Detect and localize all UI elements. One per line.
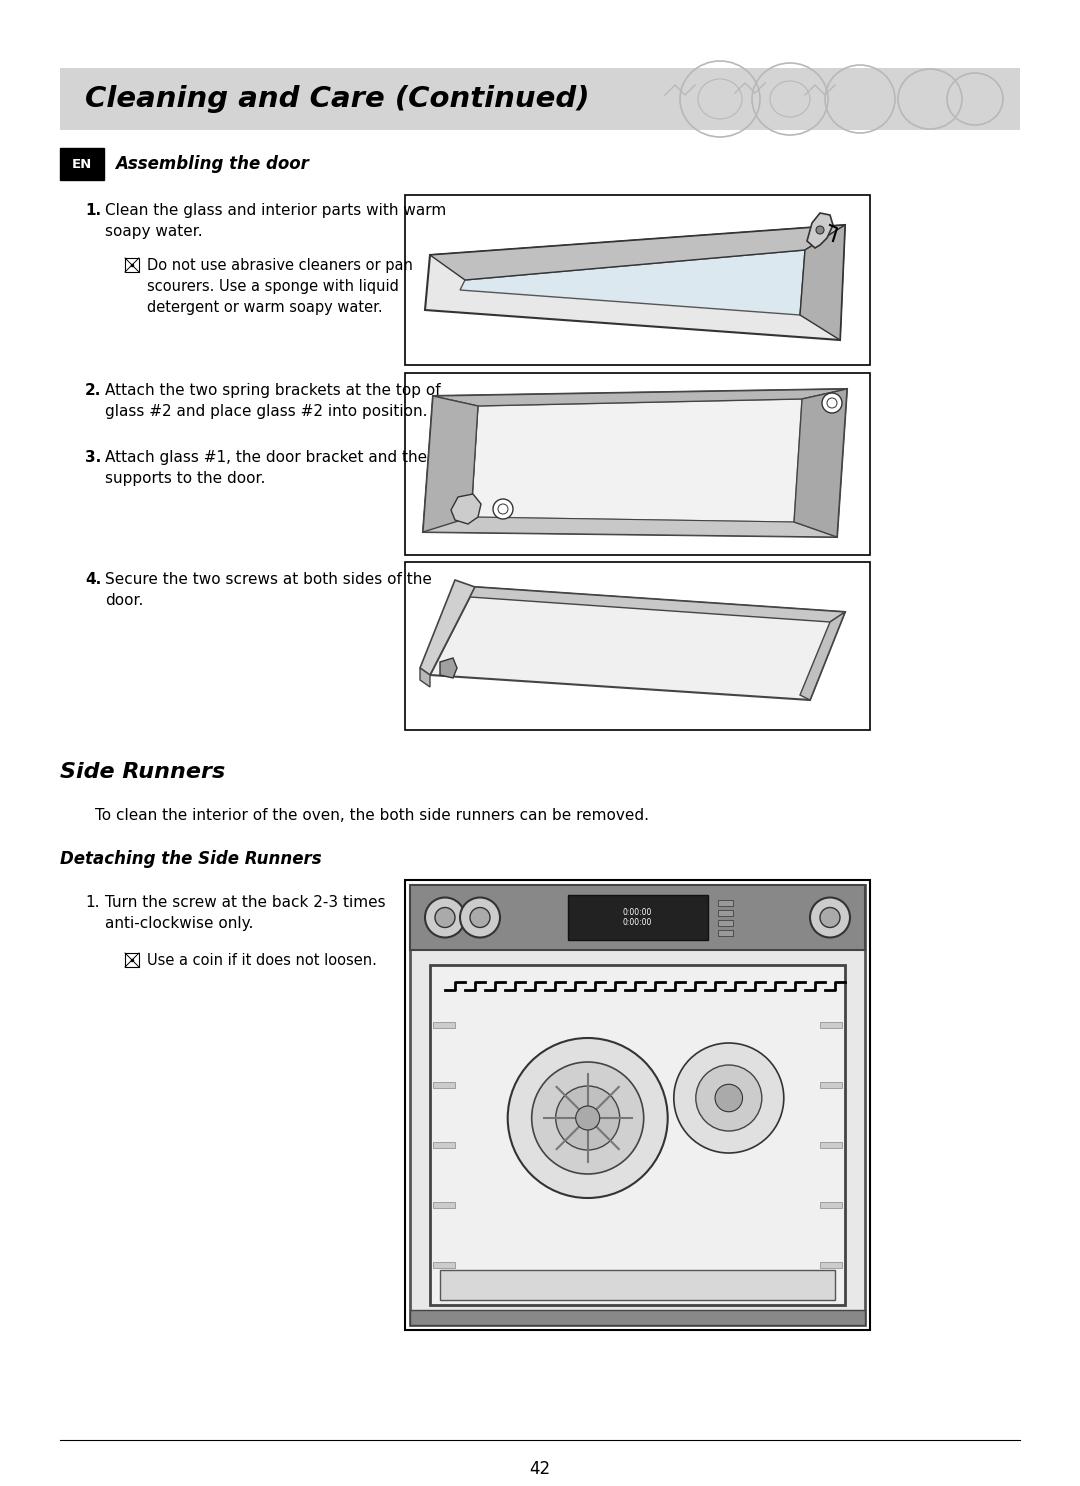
Bar [433, 1022, 455, 1028]
Text: Detaching the Side Runners: Detaching the Side Runners [60, 850, 322, 868]
Circle shape [508, 1039, 667, 1198]
Polygon shape [430, 224, 845, 279]
Polygon shape [440, 658, 457, 678]
Bar [717, 909, 732, 915]
Text: Do not use abrasive cleaners or pan
scourers. Use a sponge with liquid
detergent: Do not use abrasive cleaners or pan scou… [147, 259, 413, 315]
Polygon shape [794, 389, 847, 536]
Circle shape [426, 898, 465, 938]
Polygon shape [420, 669, 430, 687]
Text: 1.: 1. [85, 895, 99, 909]
Bar [820, 1202, 842, 1208]
Text: 4.: 4. [85, 572, 102, 587]
Text: 1.: 1. [85, 204, 102, 218]
Bar [717, 899, 732, 905]
Polygon shape [430, 587, 845, 700]
Bar [405, 195, 870, 366]
Bar [433, 1202, 455, 1208]
Text: Attach the two spring brackets at the top of
glass #2 and place glass #2 into po: Attach the two spring brackets at the to… [105, 383, 441, 419]
Bar [60, 68, 1020, 129]
Circle shape [810, 898, 850, 938]
Bar [567, 895, 707, 941]
Bar [125, 259, 139, 272]
Circle shape [492, 499, 513, 519]
Polygon shape [420, 580, 475, 675]
Text: Secure the two screws at both sides of the
door.: Secure the two screws at both sides of t… [105, 572, 432, 608]
Bar [60, 149, 104, 180]
Polygon shape [460, 250, 805, 315]
Polygon shape [426, 224, 845, 340]
Bar [717, 930, 732, 936]
Circle shape [822, 392, 842, 413]
Circle shape [435, 908, 455, 927]
Text: EN: EN [72, 158, 92, 171]
Bar [125, 953, 139, 967]
Text: Assembling the door: Assembling the door [114, 155, 309, 172]
Bar [410, 886, 865, 1326]
Circle shape [556, 1086, 620, 1150]
Circle shape [696, 1065, 761, 1131]
Polygon shape [800, 224, 845, 340]
Text: Clean the glass and interior parts with warm
soapy water.: Clean the glass and interior parts with … [105, 204, 446, 239]
Bar [405, 373, 870, 554]
Polygon shape [423, 389, 847, 536]
Circle shape [531, 1062, 644, 1174]
Polygon shape [433, 389, 847, 406]
Polygon shape [807, 212, 833, 248]
Circle shape [460, 898, 500, 938]
Bar [820, 1022, 842, 1028]
Text: Side Runners: Side Runners [60, 762, 226, 782]
Bar [433, 1143, 455, 1149]
Bar [405, 562, 870, 730]
Text: To clean the interior of the oven, the both side runners can be removed.: To clean the interior of the oven, the b… [95, 808, 649, 823]
Text: Turn the screw at the back 2-3 times
anti-clockwise only.: Turn the screw at the back 2-3 times ant… [105, 895, 386, 932]
Bar [433, 1082, 455, 1088]
Bar [820, 1262, 842, 1268]
Bar [405, 880, 870, 1330]
Polygon shape [800, 612, 845, 700]
Polygon shape [451, 493, 481, 525]
Bar [410, 1311, 865, 1326]
Circle shape [674, 1043, 784, 1153]
Text: Cleaning and Care (Continued): Cleaning and Care (Continued) [85, 85, 590, 113]
Bar [410, 886, 865, 950]
Text: Attach glass #1, the door bracket and the
supports to the door.: Attach glass #1, the door bracket and th… [105, 450, 427, 486]
Text: 3.: 3. [85, 450, 102, 465]
Circle shape [827, 398, 837, 409]
Circle shape [498, 504, 508, 514]
Circle shape [470, 908, 490, 927]
Polygon shape [423, 395, 837, 536]
Circle shape [715, 1085, 743, 1112]
Bar [430, 964, 845, 1305]
Bar [440, 1271, 835, 1300]
Bar [717, 920, 732, 926]
Circle shape [576, 1106, 599, 1129]
Polygon shape [423, 395, 478, 532]
Bar [433, 1262, 455, 1268]
Text: Use a coin if it does not loosen.: Use a coin if it does not loosen. [147, 953, 377, 967]
Bar [820, 1143, 842, 1149]
Polygon shape [471, 400, 802, 522]
Text: 0:00:00
0:00:00: 0:00:00 0:00:00 [623, 908, 652, 927]
Text: 42: 42 [529, 1461, 551, 1479]
Circle shape [816, 226, 824, 233]
Polygon shape [470, 587, 845, 623]
Circle shape [820, 908, 840, 927]
Bar [820, 1082, 842, 1088]
Text: 2.: 2. [85, 383, 102, 398]
